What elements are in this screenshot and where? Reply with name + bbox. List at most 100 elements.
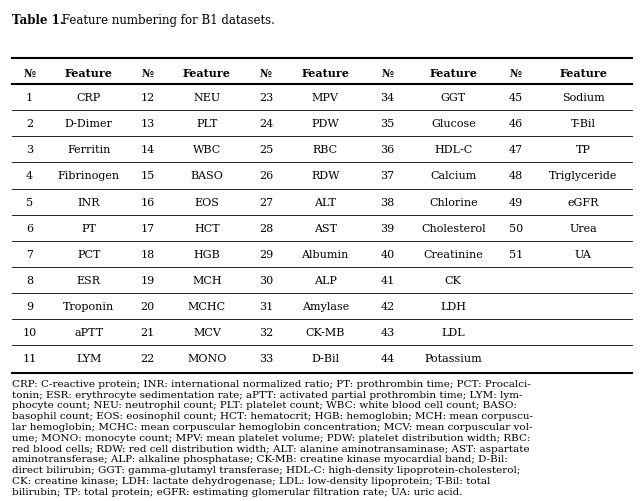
Text: 47: 47 <box>509 145 523 155</box>
Text: RBC: RBC <box>313 145 338 155</box>
Text: 20: 20 <box>141 302 155 311</box>
Text: T-Bil: T-Bil <box>570 119 596 129</box>
Text: 34: 34 <box>381 93 395 103</box>
Text: Feature: Feature <box>301 68 349 78</box>
Text: tonin; ESR: erythrocyte sedimentation rate; aPTT: activated partial prothrombin : tonin; ESR: erythrocyte sedimentation ra… <box>12 390 522 399</box>
Text: 51: 51 <box>509 249 523 259</box>
Text: Feature: Feature <box>183 68 231 78</box>
Text: 31: 31 <box>259 302 273 311</box>
Text: RDW: RDW <box>311 171 339 181</box>
Text: direct bilirubin; GGT: gamma-glutamyl transferase; HDL-C: high-density lipoprote: direct bilirubin; GGT: gamma-glutamyl tr… <box>12 465 520 474</box>
Text: CK: CK <box>445 276 461 285</box>
Text: CRP: C-reactive protein; INR: international normalized ratio; PT: prothrombin ti: CRP: C-reactive protein; INR: internatio… <box>12 379 531 388</box>
Text: HCT: HCT <box>194 223 220 233</box>
Text: MONO: MONO <box>188 354 227 363</box>
Text: 4: 4 <box>26 171 33 181</box>
Text: HGB: HGB <box>193 249 220 259</box>
Text: 46: 46 <box>509 119 523 129</box>
Text: №: № <box>509 68 522 78</box>
Text: TP: TP <box>575 145 591 155</box>
Text: 41: 41 <box>381 276 395 285</box>
Text: Troponin: Troponin <box>63 302 115 311</box>
Text: Glucose: Glucose <box>431 119 476 129</box>
Text: 48: 48 <box>509 171 523 181</box>
Text: LDL: LDL <box>442 328 465 337</box>
Text: Urea: Urea <box>569 223 597 233</box>
Text: red blood cells; RDW: red cell distribution width; ALT: alanine aminotransaminas: red blood cells; RDW: red cell distribut… <box>12 444 529 453</box>
Text: 39: 39 <box>381 223 395 233</box>
Text: 11: 11 <box>22 354 36 363</box>
Text: 25: 25 <box>259 145 273 155</box>
Text: basophil count; EOS: eosinophil count; HCT: hematocrit; HGB: hemoglobin; MCH: me: basophil count; EOS: eosinophil count; H… <box>12 411 532 420</box>
Text: Fibrinogen: Fibrinogen <box>58 171 120 181</box>
Text: Amylase: Amylase <box>301 302 349 311</box>
Text: 17: 17 <box>141 223 155 233</box>
Text: aminotransferase; ALP: alkaline phosphatase; CK-MB: creatine kinase myocardial b: aminotransferase; ALP: alkaline phosphat… <box>12 454 508 463</box>
Text: №: № <box>260 68 272 78</box>
Text: 13: 13 <box>141 119 155 129</box>
Text: 19: 19 <box>141 276 155 285</box>
Text: 43: 43 <box>381 328 395 337</box>
Text: Chlorine: Chlorine <box>429 197 477 207</box>
Text: ALP: ALP <box>314 276 337 285</box>
Text: 23: 23 <box>259 93 273 103</box>
Text: Feature: Feature <box>429 68 477 78</box>
Text: Creatinine: Creatinine <box>424 249 483 259</box>
Text: №: № <box>24 68 36 78</box>
Text: MCV: MCV <box>193 328 221 337</box>
Text: 22: 22 <box>141 354 155 363</box>
Text: BASO: BASO <box>191 171 223 181</box>
Text: Feature: Feature <box>65 68 113 78</box>
Text: ume; MONO: monocyte count; MPV: mean platelet volume; PDW: platelet distribution: ume; MONO: monocyte count; MPV: mean pla… <box>12 433 530 442</box>
Text: PLT: PLT <box>196 119 218 129</box>
Text: Calcium: Calcium <box>430 171 477 181</box>
Text: HDL-C: HDL-C <box>434 145 472 155</box>
Text: 37: 37 <box>381 171 395 181</box>
Text: PCT: PCT <box>77 249 100 259</box>
Text: 9: 9 <box>26 302 33 311</box>
Text: Feature numbering for B1 datasets.: Feature numbering for B1 datasets. <box>58 14 275 27</box>
Text: CK-MB: CK-MB <box>305 328 345 337</box>
Text: CRP: CRP <box>77 93 101 103</box>
Text: INR: INR <box>77 197 100 207</box>
Text: LDH: LDH <box>440 302 467 311</box>
Text: EOS: EOS <box>195 197 220 207</box>
Text: 26: 26 <box>259 171 273 181</box>
Text: 6: 6 <box>26 223 33 233</box>
Text: 49: 49 <box>509 197 523 207</box>
Text: Potassium: Potassium <box>424 354 482 363</box>
Text: NEU: NEU <box>193 93 221 103</box>
Text: 7: 7 <box>26 249 33 259</box>
Text: phocyte count; NEU: neutrophil count; PLT: platelet count; WBC: white blood cell: phocyte count; NEU: neutrophil count; PL… <box>12 401 516 410</box>
Text: lar hemoglobin; MCHC: mean corpuscular hemoglobin concentration; MCV: mean corpu: lar hemoglobin; MCHC: mean corpuscular h… <box>12 422 532 431</box>
Text: 2: 2 <box>26 119 33 129</box>
Text: 32: 32 <box>259 328 273 337</box>
Text: 21: 21 <box>141 328 155 337</box>
Text: 3: 3 <box>26 145 33 155</box>
Text: Cholesterol: Cholesterol <box>421 223 486 233</box>
Text: 27: 27 <box>259 197 273 207</box>
Text: 15: 15 <box>141 171 155 181</box>
Text: №: № <box>381 68 394 78</box>
Text: AST: AST <box>314 223 337 233</box>
Text: Feature: Feature <box>559 68 607 78</box>
Text: 35: 35 <box>381 119 395 129</box>
Text: Albumin: Albumin <box>301 249 349 259</box>
Text: 45: 45 <box>509 93 523 103</box>
Text: 44: 44 <box>381 354 395 363</box>
Text: LYM: LYM <box>76 354 101 363</box>
Text: PDW: PDW <box>311 119 339 129</box>
Text: 14: 14 <box>141 145 155 155</box>
Text: 29: 29 <box>259 249 273 259</box>
Text: aPTT: aPTT <box>74 328 103 337</box>
Text: ESR: ESR <box>77 276 100 285</box>
Text: 18: 18 <box>141 249 155 259</box>
Text: bilirubin; TP: total protein; eGFR: estimating glomerular filtration rate; UA: u: bilirubin; TP: total protein; eGFR: esti… <box>12 487 462 496</box>
Text: 36: 36 <box>381 145 395 155</box>
Text: Triglyceride: Triglyceride <box>549 171 617 181</box>
Text: 1: 1 <box>26 93 33 103</box>
Text: WBC: WBC <box>193 145 221 155</box>
Text: Sodium: Sodium <box>562 93 604 103</box>
Text: D-Dimer: D-Dimer <box>65 119 113 129</box>
Text: 50: 50 <box>509 223 523 233</box>
